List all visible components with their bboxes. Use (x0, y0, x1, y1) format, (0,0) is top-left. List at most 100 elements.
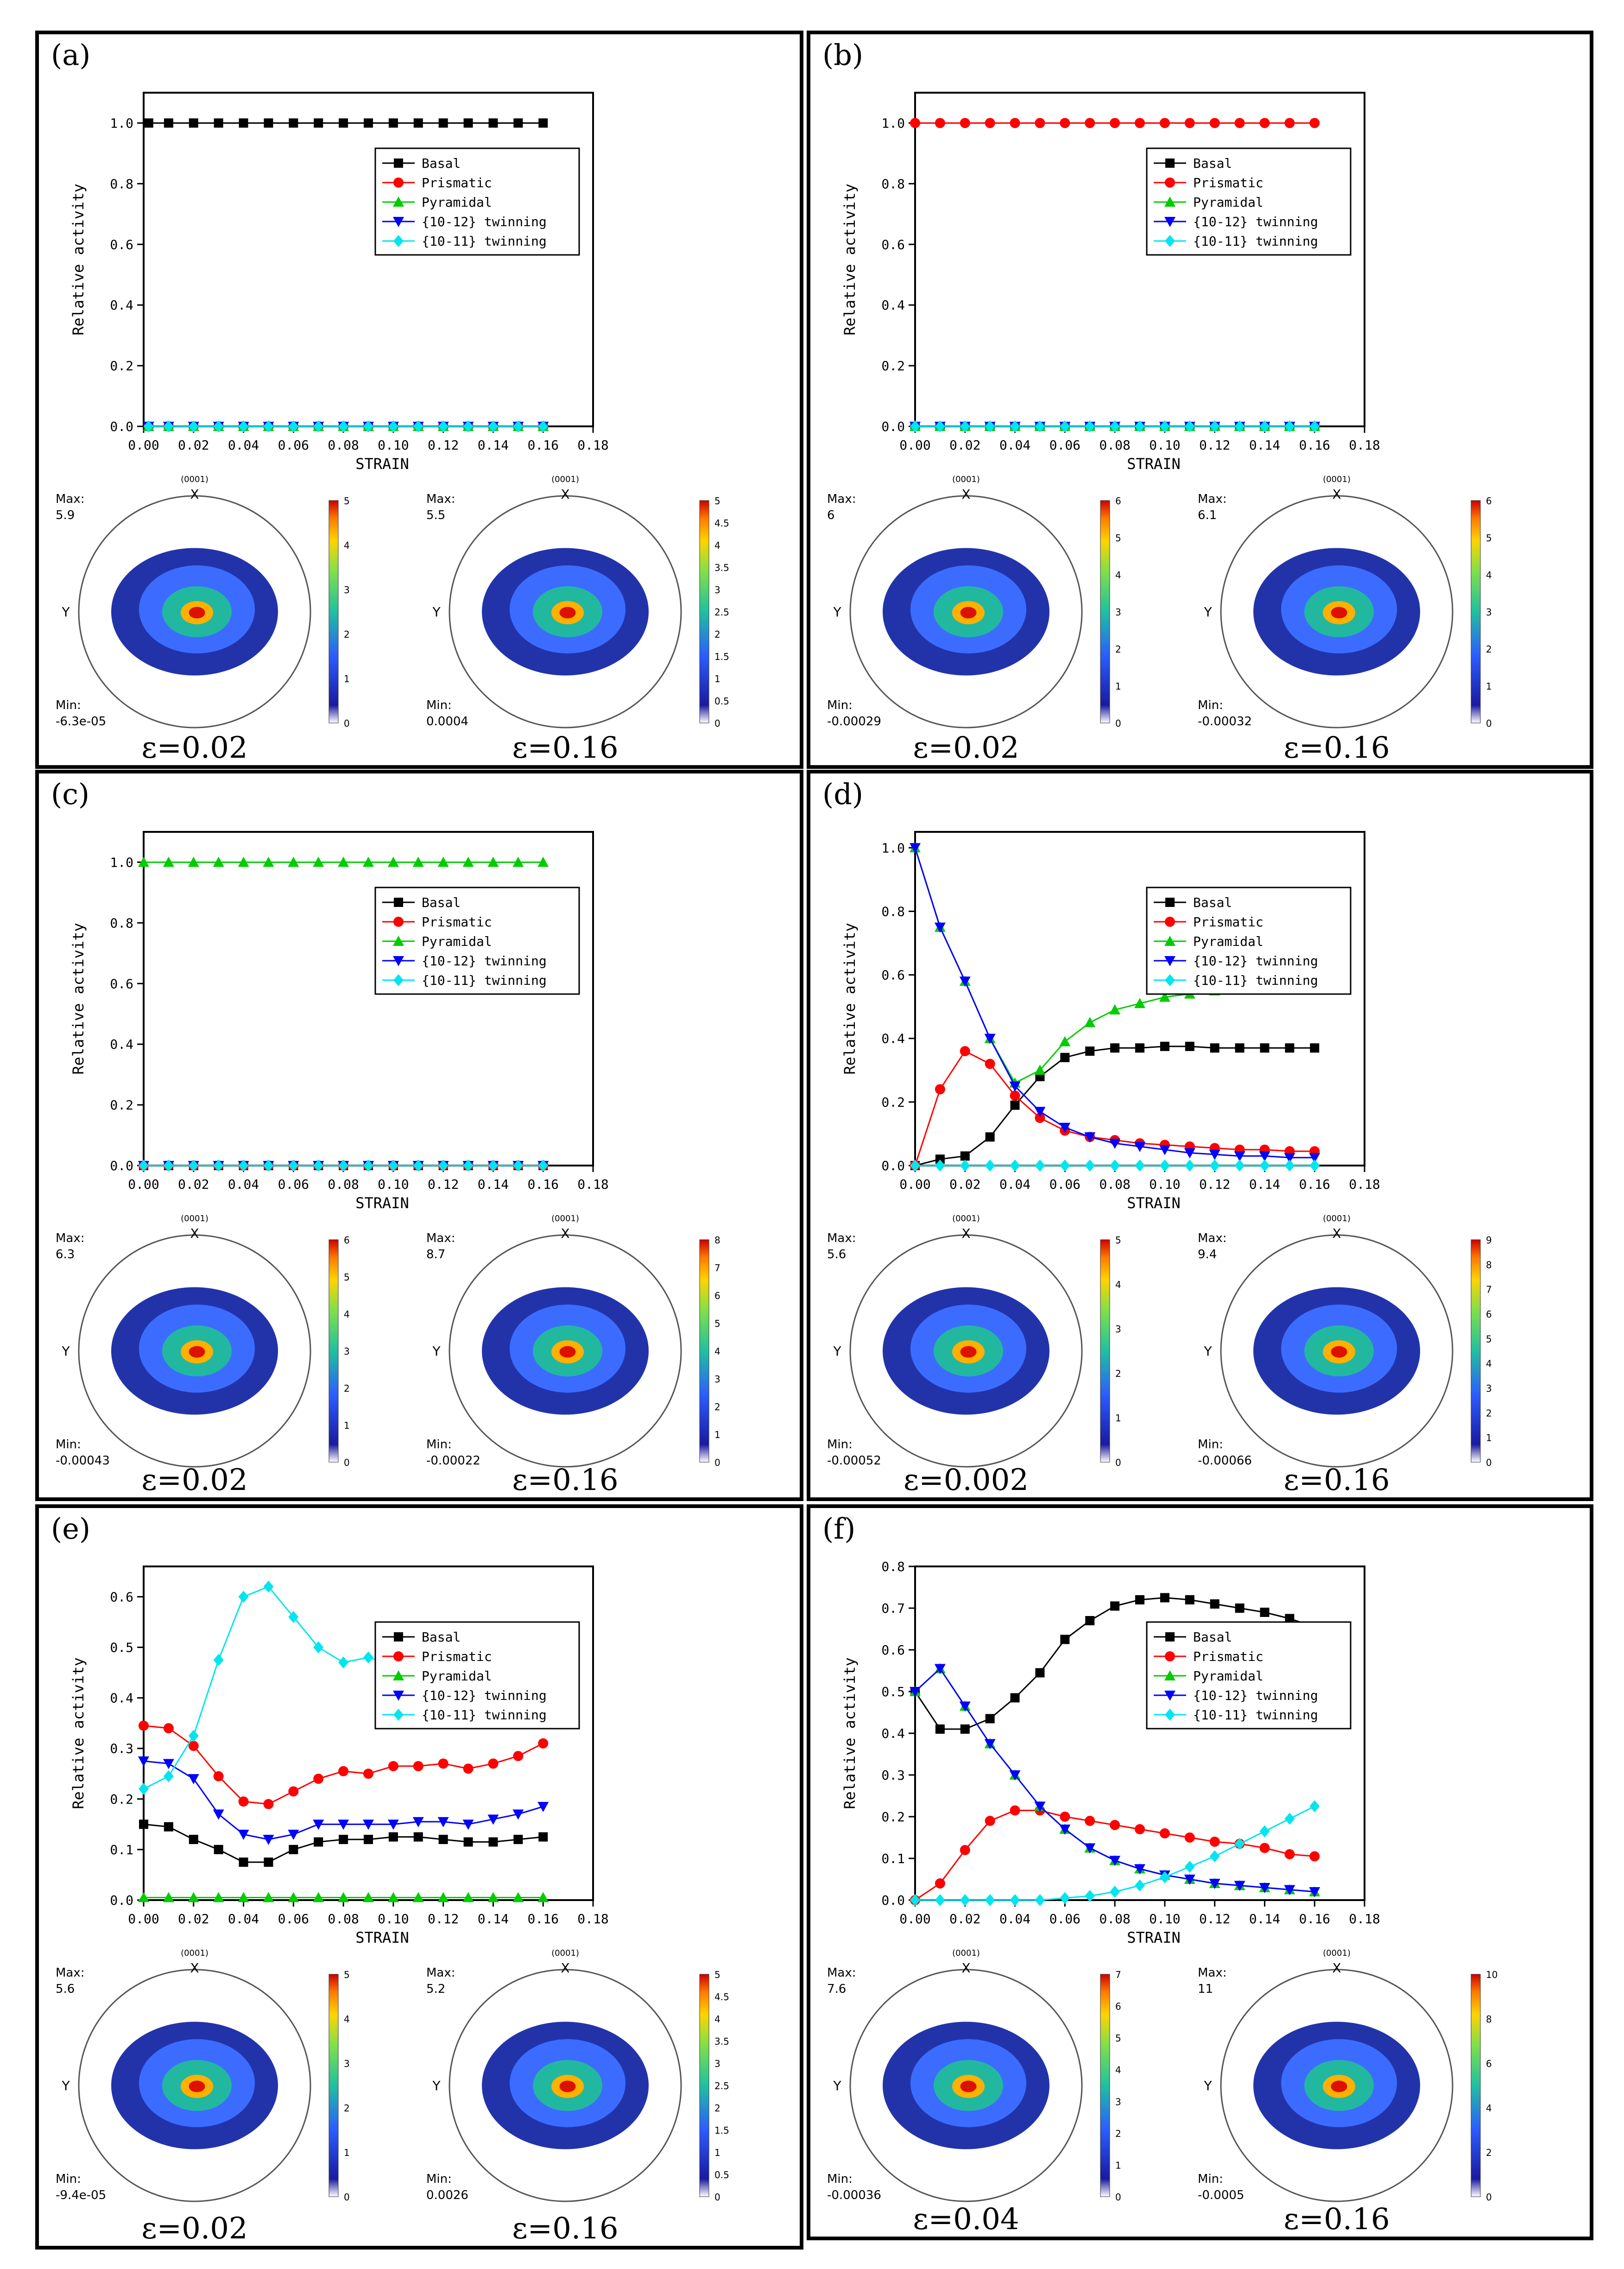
data-point (438, 1758, 449, 1769)
color-scale (1471, 500, 1481, 723)
data-point (314, 1837, 323, 1847)
max-value: 7.6 (827, 1982, 846, 1996)
data-point (960, 1046, 970, 1057)
color-scale-tick: 5 (714, 1318, 720, 1329)
y-tick-label: 0.4 (110, 298, 133, 313)
legend-marker (393, 1691, 404, 1701)
data-point (513, 1835, 523, 1844)
data-point (364, 1835, 373, 1844)
data-point (984, 1033, 996, 1044)
max-caption: Max: (56, 492, 85, 506)
contour-level (960, 1346, 977, 1358)
color-scale-tick: 0 (1115, 718, 1121, 729)
pole-figure-0: (0001) X Y Max: 6 Min: -0.00029 0 1 2 3 4 5 6 ε=0.02 (827, 475, 1121, 765)
data-point (338, 1892, 349, 1902)
color-scale-tick: 0 (1486, 718, 1492, 729)
contour-level (960, 607, 977, 619)
y-axis-letter: Y (432, 2078, 441, 2093)
data-point (960, 1160, 970, 1172)
data-point (1109, 1004, 1121, 1014)
min-value: -0.00043 (56, 1454, 110, 1468)
x-axis-label: STRAIN (1127, 1929, 1181, 1946)
x-tick-label: 0.04 (228, 437, 259, 453)
legend-marker (394, 1632, 403, 1642)
data-point (144, 118, 153, 128)
min-value: -0.00032 (1198, 715, 1252, 729)
data-point (263, 1892, 274, 1902)
color-scale-tick: 4 (1115, 570, 1121, 581)
x-tick-label: 0.10 (1149, 1911, 1180, 1927)
data-point (1285, 1043, 1295, 1053)
color-scale-tick: 1 (714, 2147, 720, 2158)
x-tick-label: 0.12 (428, 1177, 459, 1192)
data-point (188, 856, 199, 867)
legend-marker (1165, 1651, 1175, 1661)
data-point (463, 118, 473, 128)
data-point (488, 1837, 498, 1847)
data-point (1159, 1871, 1170, 1883)
x-tick-label: 0.08 (328, 1177, 359, 1192)
data-point (537, 856, 549, 867)
data-point (910, 118, 920, 128)
series-3 (910, 1664, 1321, 1897)
data-point (1285, 1614, 1295, 1623)
data-point (513, 1751, 524, 1762)
plot-area (143, 1565, 594, 1901)
pole-label: (0001) (181, 1948, 209, 1958)
min-caption: Min: (426, 2172, 452, 2186)
data-point (438, 420, 449, 432)
data-point (338, 856, 349, 867)
data-point (238, 1591, 249, 1603)
color-scale-tick: 7 (1486, 1284, 1492, 1295)
legend-marker (1164, 1670, 1175, 1680)
data-point (288, 1160, 299, 1172)
min-caption: Min: (1198, 1438, 1223, 1451)
pole-label: (0001) (952, 1948, 980, 1958)
data-point (1234, 1881, 1245, 1891)
data-point (163, 1759, 174, 1769)
data-point (1209, 1150, 1220, 1160)
min-value: -0.00036 (827, 2188, 881, 2202)
legend-label: Basal (1193, 895, 1232, 910)
color-scale-tick: 5 (1115, 1235, 1121, 1246)
y-axis-letter: Y (833, 2078, 841, 2093)
color-scale (1471, 1239, 1481, 1463)
x-tick-label: 0.12 (1199, 437, 1230, 453)
data-point (188, 1741, 199, 1751)
strain-caption: ε=0.002 (904, 1463, 1029, 1497)
data-point (1234, 420, 1245, 432)
min-caption: Min: (1198, 2172, 1223, 2186)
legend-marker (393, 917, 404, 927)
data-point (1135, 118, 1145, 128)
x-axis-letter: X (961, 1226, 970, 1241)
data-point (910, 843, 921, 854)
data-point (934, 1664, 946, 1674)
max-value: 5.6 (56, 1982, 75, 1996)
x-tick-label: 0.06 (1049, 1911, 1081, 1927)
data-point (363, 1160, 373, 1172)
data-point (339, 1835, 348, 1844)
x-axis-letter: X (561, 1960, 569, 1976)
x-tick-label: 0.18 (1349, 1911, 1380, 1927)
contour-level (559, 1346, 576, 1358)
color-scale-tick: 1 (1486, 681, 1492, 692)
data-point (412, 1817, 424, 1827)
y-axis-letter: Y (61, 604, 70, 620)
data-point (388, 420, 398, 432)
color-scale-tick: 1 (344, 673, 350, 685)
data-point (164, 118, 173, 128)
strain-caption: ε=0.16 (512, 731, 618, 765)
data-point (1284, 420, 1295, 432)
y-axis-letter: Y (1203, 1344, 1212, 1359)
data-point (1059, 1825, 1071, 1835)
panel-letter: (d) (822, 777, 863, 811)
contour-level (1331, 1346, 1347, 1358)
data-point (213, 1809, 224, 1820)
max-value: 6.3 (56, 1248, 75, 1261)
color-scale-tick: 6 (1486, 2058, 1492, 2069)
data-point (1159, 420, 1170, 432)
max-caption: Max: (827, 1231, 856, 1245)
data-point (413, 1832, 423, 1842)
data-point (1209, 1160, 1220, 1172)
data-point (1109, 1856, 1121, 1866)
